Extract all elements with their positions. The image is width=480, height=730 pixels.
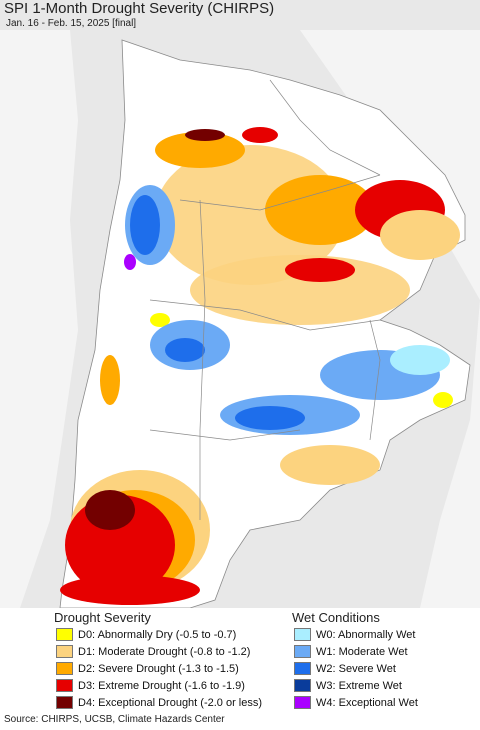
legend-item-d3: D3: Extreme Drought (-1.6 to -1.9) bbox=[56, 678, 245, 693]
legend-item-w0: W0: Abnormally Wet bbox=[294, 627, 415, 642]
wet-legend-title: Wet Conditions bbox=[292, 610, 380, 625]
d4-north-edge bbox=[185, 129, 225, 141]
wet-patches bbox=[124, 185, 450, 435]
w2-northwest bbox=[130, 195, 160, 255]
legend-item-w4: W4: Exceptional Wet bbox=[294, 695, 418, 710]
w4-swatch bbox=[294, 696, 311, 709]
d3-north-edge-east bbox=[242, 127, 278, 143]
d2-west-strip bbox=[100, 355, 120, 405]
d3-swatch bbox=[56, 679, 73, 692]
legend: Drought Severity Wet Conditions D0: Abno… bbox=[0, 608, 480, 710]
d1-central-band bbox=[190, 255, 410, 325]
outside-land-chile bbox=[0, 30, 78, 608]
d1-east-region bbox=[380, 210, 460, 260]
drought-patches bbox=[60, 127, 460, 605]
d1-south-central bbox=[280, 445, 380, 485]
legend-item-d0: D0: Abnormally Dry (-0.5 to -0.7) bbox=[56, 627, 236, 642]
w0-east bbox=[390, 345, 450, 375]
d0-swatch bbox=[56, 628, 73, 641]
w1-swatch bbox=[294, 645, 311, 658]
borders bbox=[149, 79, 381, 520]
w4-northwest bbox=[124, 254, 136, 270]
map-title: SPI 1-Month Drought Severity (CHIRPS) bbox=[4, 0, 275, 17]
legend-item-d2: D2: Severe Drought (-1.3 to -1.5) bbox=[56, 661, 239, 676]
w2-central-west bbox=[165, 338, 205, 362]
d2-north-edge bbox=[155, 132, 245, 168]
d3-south-coast bbox=[60, 575, 200, 605]
source-credit: Source: CHIRPS, UCSB, Climate Hazards Ce… bbox=[4, 714, 225, 725]
d0-west-small bbox=[150, 313, 170, 327]
legend-item-w3: W3: Extreme Wet bbox=[294, 678, 402, 693]
d1-swatch bbox=[56, 645, 73, 658]
w2-central bbox=[235, 406, 305, 430]
d2-north bbox=[265, 175, 375, 245]
drought-legend-title: Drought Severity bbox=[54, 610, 151, 625]
legend-item-d1: D1: Moderate Drought (-0.8 to -1.2) bbox=[56, 644, 250, 659]
w2-swatch bbox=[294, 662, 311, 675]
w3-swatch bbox=[294, 679, 311, 692]
d0-east-tip bbox=[433, 392, 453, 408]
map-subtitle: Jan. 16 - Feb. 15, 2025 [final] bbox=[6, 18, 137, 29]
drought-map bbox=[0, 0, 480, 608]
legend-item-w1: W1: Moderate Wet bbox=[294, 644, 408, 659]
d4-southwest bbox=[85, 490, 135, 530]
legend-item-d4: D4: Exceptional Drought (-2.0 or less) bbox=[56, 695, 262, 710]
legend-item-w2: W2: Severe Wet bbox=[294, 661, 396, 676]
w0-swatch bbox=[294, 628, 311, 641]
d2-swatch bbox=[56, 662, 73, 675]
d3-central bbox=[285, 258, 355, 282]
d4-swatch bbox=[56, 696, 73, 709]
